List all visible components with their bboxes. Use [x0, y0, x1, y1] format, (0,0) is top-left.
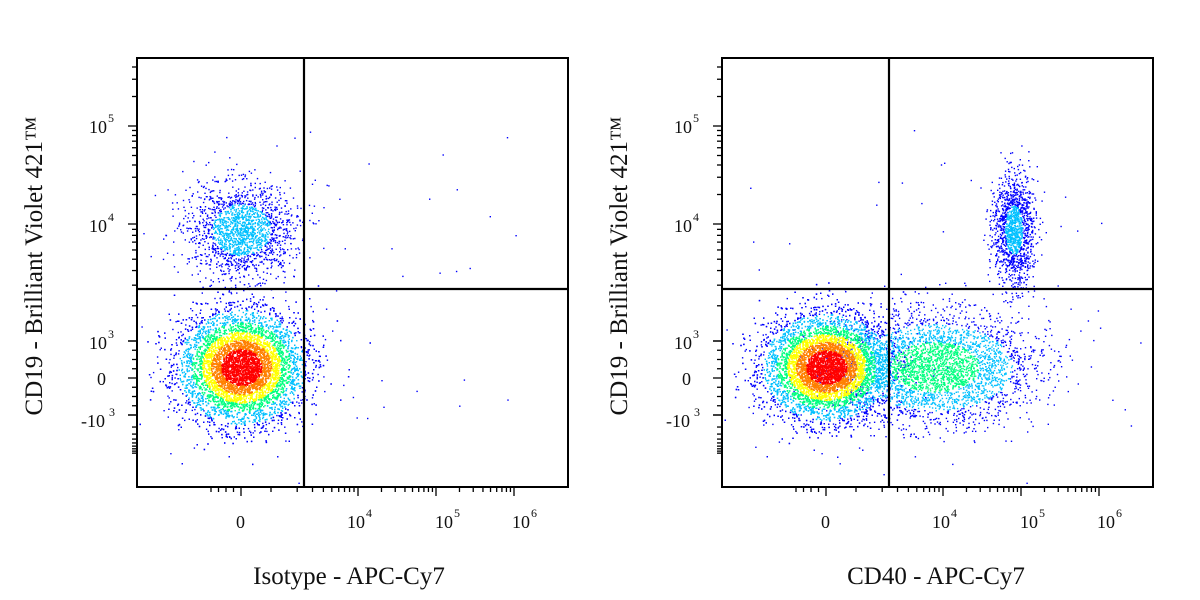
y-tick-1e4: 10 4 — [674, 210, 699, 236]
x-tick-1e6: 10 6 — [512, 506, 537, 532]
x-tick-0: 0 — [821, 512, 830, 532]
x-minor-ticks — [210, 487, 515, 496]
x-axis-title: Isotype - APC-Cy7 — [253, 563, 445, 590]
x-tick-1e5: 10 5 — [435, 506, 460, 532]
y-tick-neg1e3: -10 3 — [666, 405, 700, 431]
plot-frame — [721, 57, 1154, 488]
plot-frame — [136, 57, 569, 488]
x-axis-title: CD40 - APC-Cy7 — [847, 563, 1025, 590]
x-tick-1e4: 10 4 — [347, 506, 372, 532]
y-axis-title: CD19 - Brilliant Violet 421™ — [606, 117, 633, 416]
x-minor-ticks — [795, 487, 1100, 496]
y-tick-neg1e3: -10 3 — [81, 405, 115, 431]
y-tick-0: 0 — [97, 369, 106, 389]
x-tick-0: 0 — [236, 512, 245, 532]
y-tick-1e5: 10 5 — [674, 111, 699, 137]
x-tick-1e6: 10 6 — [1097, 506, 1122, 532]
y-minor-ticks — [128, 66, 137, 454]
panel-isotype: 0 10 4 10 5 10 6 10 5 10 4 10 3 0 -10 3 — [21, 57, 569, 590]
y-axis-title: CD19 - Brilliant Violet 421™ — [21, 117, 48, 416]
y-tick-1e3: 10 3 — [89, 327, 114, 353]
panel-cd40: 0 10 4 10 5 10 6 10 5 10 4 10 3 0 -10 3 — [606, 57, 1154, 590]
x-tick-1e4: 10 4 — [932, 506, 957, 532]
y-tick-0: 0 — [682, 369, 691, 389]
y-minor-ticks — [713, 66, 722, 454]
y-tick-1e3: 10 3 — [674, 327, 699, 353]
event-dots — [139, 131, 517, 484]
x-tick-1e5: 10 5 — [1020, 506, 1045, 532]
y-tick-1e4: 10 4 — [89, 210, 114, 236]
y-tick-1e5: 10 5 — [89, 111, 114, 137]
event-dots — [724, 130, 1142, 484]
